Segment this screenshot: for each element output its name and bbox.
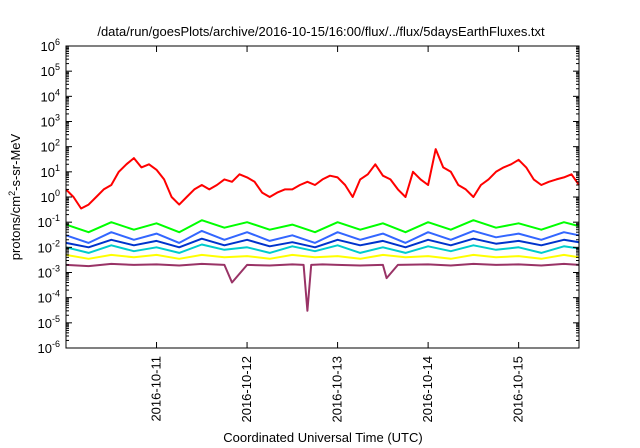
y-axis-label-main: protons/cm — [8, 196, 23, 260]
y-tick-label: 10-2 — [38, 238, 60, 255]
series-line-6 — [65, 262, 580, 312]
x-tick-label: 2016-10-11 — [149, 356, 164, 422]
y-tick-base: 10 — [41, 64, 55, 79]
x-tick-label: 2016-10-15 — [511, 356, 526, 423]
y-tick-label: 10-1 — [38, 213, 60, 230]
y-tick-base: 10 — [38, 341, 52, 356]
plot-frame — [65, 45, 580, 349]
y-tick-exponent: 3 — [55, 113, 60, 123]
y-tick-label: 101 — [41, 163, 60, 180]
x-tick-label: 2016-10-14 — [420, 356, 435, 423]
y-tick-exponent: 2 — [55, 138, 60, 148]
y-axis: 10-610-510-410-310-210-11001011021031041… — [38, 37, 579, 356]
y-tick-base: 10 — [41, 140, 55, 155]
y-axis-label-tail: -s-sr-MeV — [8, 133, 23, 190]
y-tick-label: 105 — [41, 62, 60, 79]
y-tick-label: 10-6 — [38, 339, 60, 356]
y-tick-label: 10-3 — [38, 264, 60, 281]
series-layer — [65, 148, 580, 312]
y-tick-base: 10 — [38, 291, 52, 306]
y-axis-label-sup: 2 — [7, 191, 17, 196]
y-tick-exponent: -4 — [52, 289, 60, 299]
y-tick-exponent: -6 — [52, 339, 60, 349]
y-tick-label: 10-4 — [38, 289, 60, 306]
y-tick-exponent: -1 — [52, 213, 60, 223]
x-tick-label: 2016-10-12 — [239, 356, 254, 423]
y-tick-label: 103 — [41, 113, 60, 130]
y-tick-base: 10 — [41, 190, 55, 205]
x-axis: 2016-10-11 2016-10-12 2016-10-13 2016-10-14… — [149, 46, 526, 423]
y-axis-label: protons/cm2-s-sr-MeV — [7, 133, 23, 260]
y-tick-exponent: -2 — [52, 238, 60, 248]
y-tick-exponent: 0 — [55, 188, 60, 198]
y-tick-base: 10 — [41, 39, 55, 54]
y-tick-label: 10-5 — [38, 314, 60, 331]
y-tick-exponent: -5 — [52, 314, 60, 324]
y-tick-base: 10 — [41, 89, 55, 104]
y-tick-base: 10 — [38, 266, 52, 281]
y-tick-label: 100 — [41, 188, 60, 205]
y-tick-exponent: 6 — [55, 37, 60, 47]
series-line-3 — [65, 229, 580, 244]
series-line-4 — [65, 237, 580, 249]
y-tick-base: 10 — [41, 115, 55, 130]
y-tick-base: 10 — [41, 165, 55, 180]
y-tick-base: 10 — [38, 215, 52, 230]
chart-title: /data/run/goesPlots/archive/2016-10-15/1… — [97, 24, 545, 39]
y-tick-exponent: 5 — [55, 62, 60, 72]
x-axis-label: Coordinated Universal Time (UTC) — [223, 430, 422, 445]
series-line-0 — [65, 148, 580, 210]
y-tick-exponent: 1 — [55, 163, 60, 173]
series-line-1 — [65, 219, 580, 234]
y-tick-label: 106 — [41, 37, 60, 54]
series-line-2 — [65, 243, 580, 254]
x-tick-label: 2016-10-13 — [330, 356, 345, 423]
y-tick-label: 104 — [41, 87, 60, 104]
y-tick-base: 10 — [38, 316, 52, 331]
y-tick-exponent: -3 — [52, 264, 60, 274]
y-tick-base: 10 — [38, 240, 52, 255]
y-tick-label: 102 — [41, 138, 60, 155]
series-line-5 — [65, 253, 580, 260]
y-tick-exponent: 4 — [55, 87, 60, 97]
